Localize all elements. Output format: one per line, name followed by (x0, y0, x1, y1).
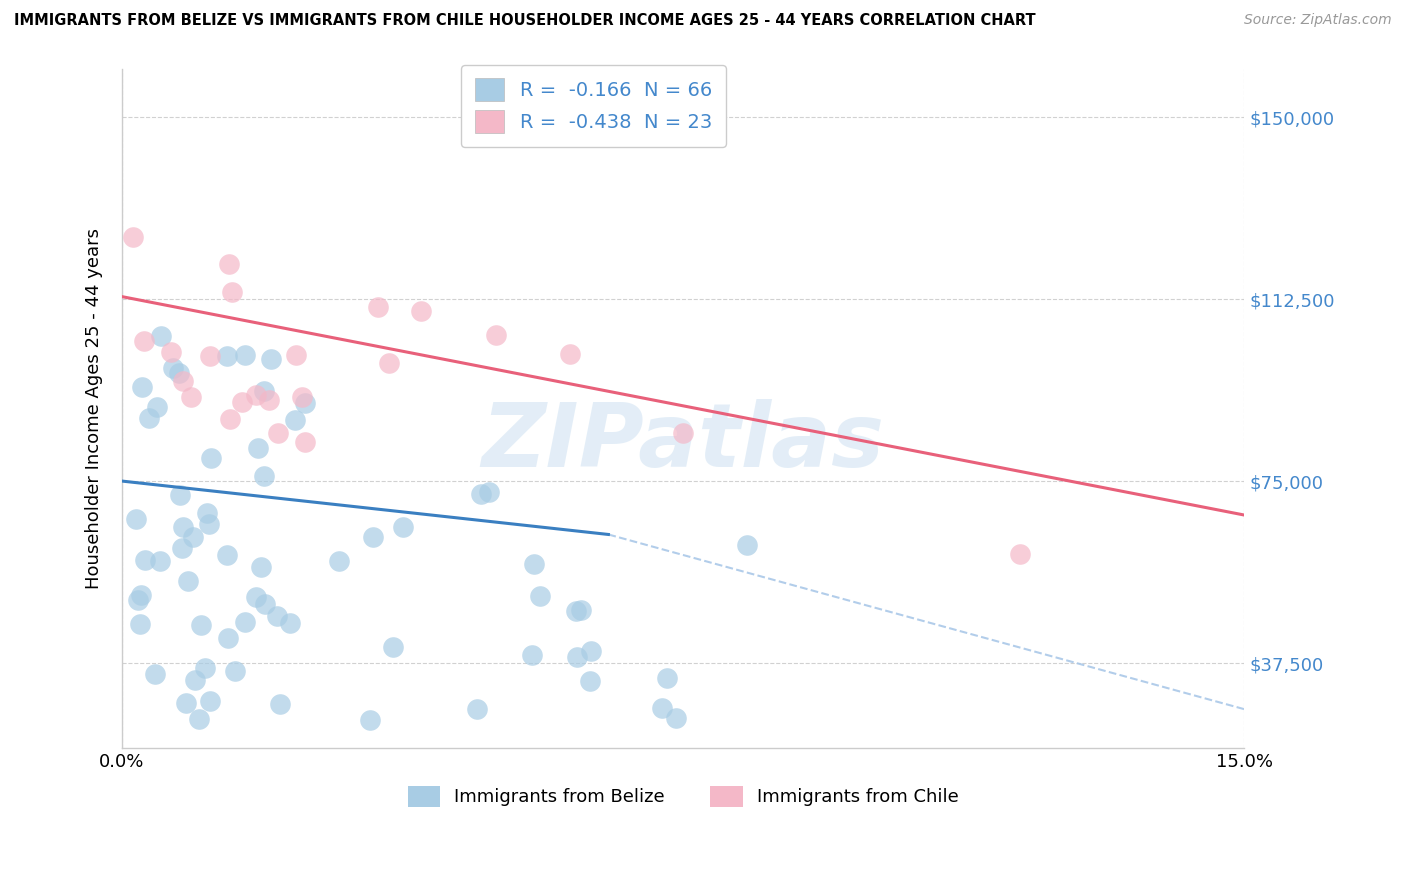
Point (169, 488, 191, 502)
Point (367, 301, 389, 315)
Point (284, 412, 307, 426)
Point (125, 512, 148, 526)
Point (177, 574, 200, 589)
Point (651, 701, 673, 715)
Point (160, 344, 183, 359)
Text: Source: ZipAtlas.com: Source: ZipAtlas.com (1244, 13, 1392, 28)
Point (198, 516, 221, 531)
Point (127, 592, 149, 607)
Point (172, 520, 194, 534)
Point (382, 640, 405, 654)
Point (478, 485, 501, 500)
Point (655, 671, 678, 685)
Point (217, 349, 239, 363)
Point (290, 390, 312, 404)
Point (523, 557, 546, 571)
Point (253, 384, 276, 398)
Point (224, 665, 246, 679)
Point (181, 530, 204, 544)
Point (465, 701, 488, 715)
Point (190, 617, 212, 632)
Point (218, 257, 240, 271)
Point (167, 366, 190, 380)
Point (187, 712, 209, 726)
Point (266, 609, 288, 624)
Point (138, 411, 160, 425)
Y-axis label: Householder Income Ages 25 - 44 years: Householder Income Ages 25 - 44 years (86, 227, 103, 589)
Point (1008, 547, 1031, 561)
Point (233, 615, 256, 629)
Legend: Immigrants from Belize, Immigrants from Chile: Immigrants from Belize, Immigrants from … (401, 779, 966, 814)
Point (391, 520, 413, 534)
Point (134, 553, 156, 567)
Point (198, 693, 221, 707)
Point (257, 392, 280, 407)
Point (278, 615, 301, 630)
Point (284, 347, 307, 361)
Point (221, 285, 243, 300)
Point (564, 604, 586, 618)
Point (217, 631, 239, 645)
Point (200, 451, 222, 466)
Point (485, 328, 508, 343)
Point (128, 616, 150, 631)
Point (198, 349, 221, 363)
Point (411, 304, 433, 318)
Text: IMMIGRANTS FROM BELIZE VS IMMIGRANTS FROM CHILE HOUSEHOLDER INCOME AGES 25 - 44 : IMMIGRANTS FROM BELIZE VS IMMIGRANTS FRO… (14, 13, 1036, 29)
Point (529, 590, 551, 604)
Point (195, 506, 218, 520)
Point (361, 530, 384, 544)
Point (665, 711, 688, 725)
Point (359, 713, 381, 727)
Point (328, 554, 350, 568)
Point (131, 380, 153, 394)
Point (162, 360, 184, 375)
Point (150, 329, 173, 343)
Point (579, 673, 602, 688)
Point (172, 374, 194, 388)
Point (146, 400, 169, 414)
Point (132, 334, 155, 349)
Point (245, 590, 267, 604)
Point (269, 698, 291, 712)
Point (565, 650, 588, 665)
Point (143, 666, 166, 681)
Point (170, 541, 193, 555)
Point (122, 229, 145, 244)
Point (267, 425, 290, 440)
Text: ZIPatlas: ZIPatlas (482, 399, 884, 486)
Point (180, 390, 202, 404)
Point (672, 425, 695, 440)
Point (215, 548, 238, 562)
Point (378, 356, 401, 370)
Point (231, 394, 253, 409)
Point (253, 597, 276, 611)
Point (294, 396, 316, 410)
Point (260, 351, 283, 366)
Point (470, 486, 492, 500)
Point (174, 696, 197, 710)
Point (184, 673, 207, 688)
Point (249, 559, 271, 574)
Point (149, 553, 172, 567)
Point (246, 441, 269, 455)
Point (569, 603, 592, 617)
Point (194, 660, 217, 674)
Point (581, 644, 603, 658)
Point (294, 434, 316, 449)
Point (735, 538, 758, 552)
Point (219, 411, 242, 425)
Point (253, 468, 276, 483)
Point (129, 588, 152, 602)
Point (233, 348, 256, 362)
Point (522, 648, 544, 662)
Point (560, 347, 582, 361)
Point (245, 388, 267, 402)
